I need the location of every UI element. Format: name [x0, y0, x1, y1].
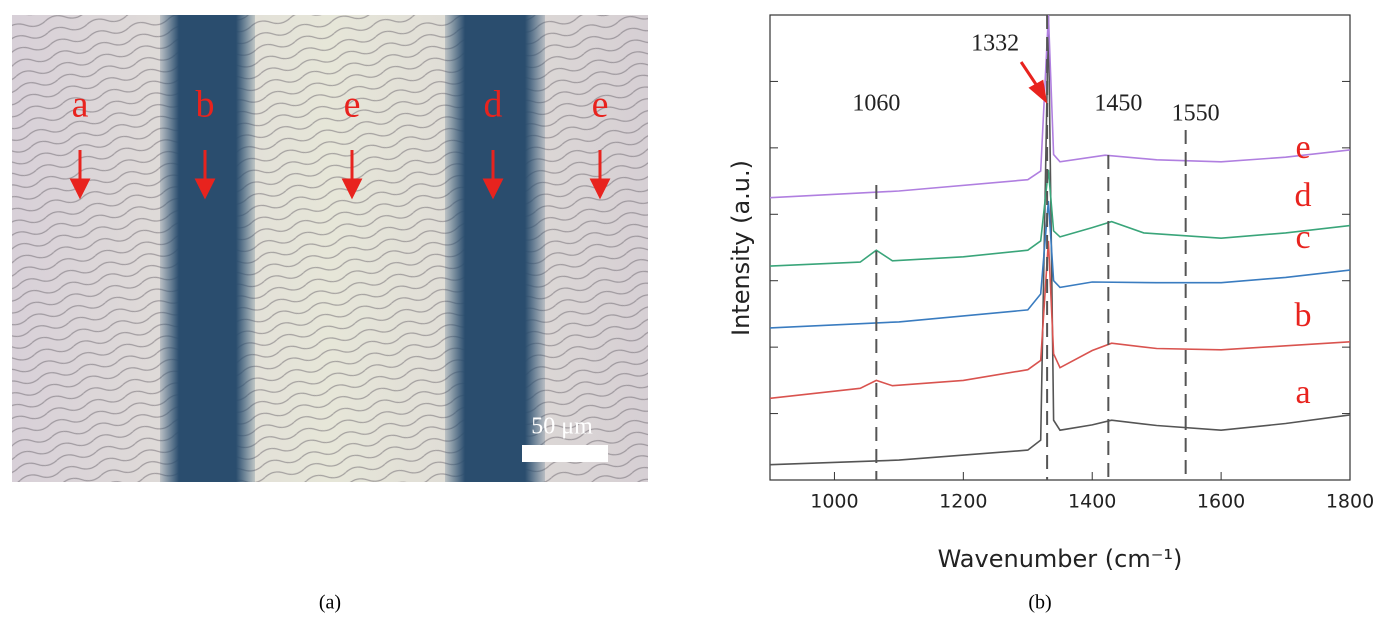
region-label: e [344, 84, 361, 126]
image-texture [12, 15, 648, 482]
region-arrow [194, 150, 216, 200]
spectrum-line [770, 15, 1350, 199]
spectrum-line [770, 169, 1350, 267]
caption: (b) [1028, 592, 1051, 614]
annotation-label: 1332 [971, 31, 1019, 57]
series-label: a [1295, 374, 1310, 411]
plot-frame [769, 14, 1351, 481]
annotation-label: 1450 [1094, 91, 1142, 117]
spectrum-line [770, 15, 1350, 466]
peak-arrow [1019, 61, 1048, 104]
scale-bar [522, 445, 608, 462]
spectrum-line [770, 240, 1350, 400]
annotation-label: 1060 [852, 91, 900, 117]
annotation-label: 1550 [1172, 101, 1220, 127]
region-arrow [589, 150, 611, 200]
dark-track [160, 15, 255, 482]
scale-bar-label: 50 μm [531, 414, 593, 440]
caption: (a) [319, 592, 341, 614]
x-tick-label: 1000 [810, 491, 858, 513]
region-label: a [72, 84, 89, 126]
x-tick-label: 1400 [1068, 491, 1116, 513]
region-label: d [484, 84, 503, 126]
dark-track [445, 15, 545, 482]
series-label: e [1295, 129, 1310, 166]
region-arrow [482, 150, 504, 200]
region-label: b [196, 84, 215, 126]
region-arrow [69, 150, 91, 200]
x-tick-label: 1200 [939, 491, 987, 513]
series-label: c [1295, 219, 1310, 256]
region-label: e [592, 84, 609, 126]
region-arrow [341, 150, 363, 200]
x-axis-label: Wavenumber (cm⁻¹) [938, 545, 1183, 573]
x-tick-label: 1800 [1326, 491, 1373, 513]
series-label: b [1295, 297, 1312, 334]
micrograph: 50 μm a b e d e [12, 15, 648, 482]
series-label: d [1295, 177, 1312, 214]
x-tick-label: 1600 [1197, 491, 1245, 513]
y-axis-label: Intensity (a.u.) [727, 160, 755, 336]
spectrum-line [770, 200, 1350, 329]
